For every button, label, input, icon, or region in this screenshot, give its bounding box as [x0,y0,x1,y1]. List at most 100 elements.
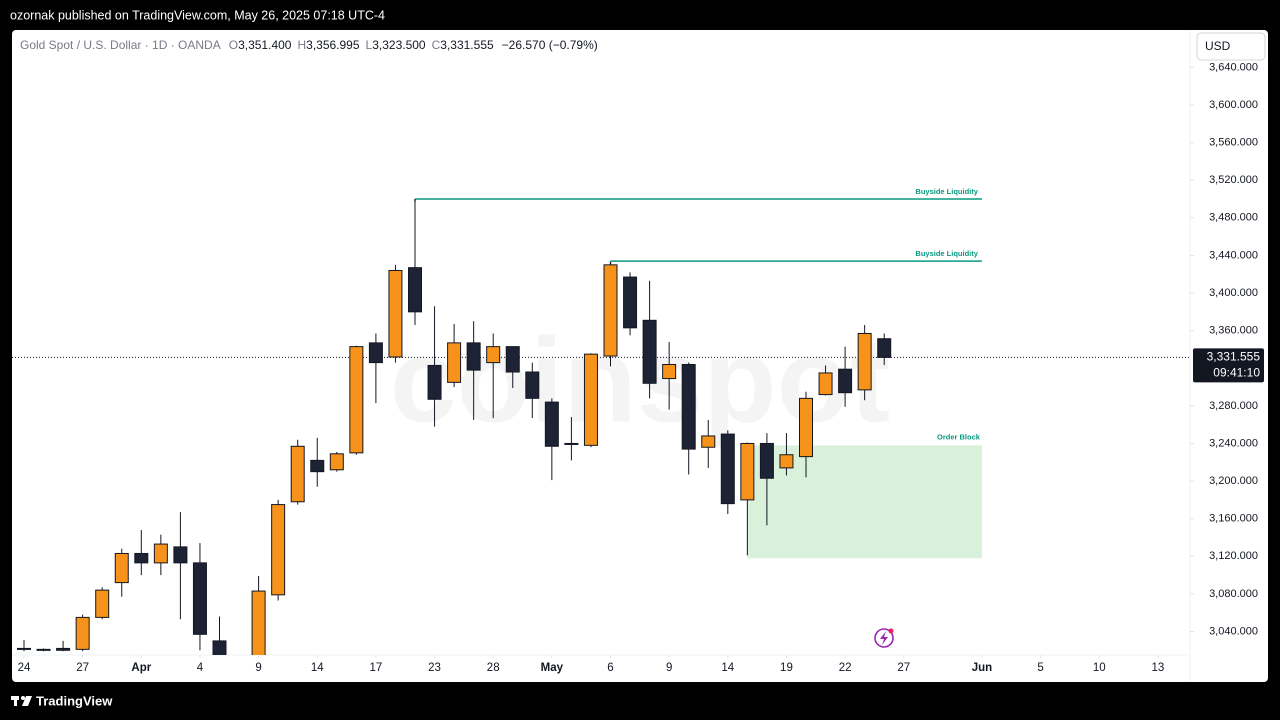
y-tick-label: 3,280.000 [1209,400,1258,412]
candle-body [310,459,325,473]
y-tick-label: 3,200.000 [1209,475,1258,487]
candle-body [36,648,51,651]
x-tick-label: 27 [897,662,910,674]
y-tick-label: 3,160.000 [1209,513,1258,525]
x-tick-label: Apr [131,662,151,674]
candle-body [212,640,227,655]
x-tick-label: 17 [370,662,383,674]
x-tick-label: 14 [721,662,734,674]
symbol-legend: Gold Spot / U.S. Dollar · 1D · OANDA O3,3… [20,38,598,52]
y-tick-label: 3,560.000 [1209,137,1258,149]
candle-body [134,552,149,564]
candle-body [290,445,305,503]
candle-body [681,363,696,450]
ohlc-prefix: O [229,38,238,52]
symbol-name: Gold Spot / U.S. Dollar · 1D · OANDA [20,38,221,52]
candle-body [447,342,462,383]
y-tick-label: 3,080.000 [1209,588,1258,600]
candle-body [114,552,129,584]
x-tick-label: May [541,662,564,674]
x-tick-label: 14 [311,662,324,674]
candle-body [759,442,774,479]
liquidity-label: Buyside Liquidity [915,187,978,196]
watermark: coinspot [390,314,890,448]
x-tick-label: 6 [607,662,613,674]
publish-header: ozornak published on TradingView.com, Ma… [10,8,385,22]
y-tick-label: 3,400.000 [1209,287,1258,299]
candle-body [95,589,110,618]
y-tick-label: 3,520.000 [1209,174,1258,186]
x-tick-label: 4 [197,662,204,674]
y-tick-label: 3,480.000 [1209,212,1258,224]
candle-body [349,346,364,454]
candle-body [192,562,207,635]
candle-body [173,546,188,564]
candle-body [486,346,501,364]
x-tick-label: 13 [1152,662,1165,674]
ohlc-value: 3,351.400 [238,38,292,52]
candle-body [56,647,71,651]
x-tick-label: Jun [972,662,992,674]
lightning-icon [874,628,894,648]
candle-body [75,616,90,650]
ohlc-value: 3,356.995 [306,38,360,52]
ohlc-prefix: L [366,38,373,52]
x-tick-label: 10 [1093,662,1106,674]
candle-body [799,397,813,458]
x-tick-label: 22 [839,662,852,674]
candle-body [720,433,735,505]
x-tick-label: 27 [76,662,89,674]
candle-body [427,364,442,400]
footer-brand: TradingView [36,693,113,708]
y-tick-label: 3,360.000 [1209,325,1258,337]
x-tick-label: 5 [1037,662,1043,674]
candle-body [877,338,892,358]
candle-body [603,264,618,357]
candle-body [623,276,638,329]
candle-body [525,371,540,399]
candle-body [662,363,677,380]
y-tick-label: 3,240.000 [1209,437,1258,449]
countdown-label: 09:41:10 [1213,366,1260,380]
candle-body [564,442,579,445]
candle-body [153,543,168,564]
candle-body [583,353,598,446]
liquidity-label: Buyside Liquidity [915,249,978,258]
overlay: Buyside Liquidity Buyside Liquidity Order … [915,187,980,441]
x-tick-label: 23 [428,662,441,674]
x-tick-label: 24 [18,662,31,674]
order-block-label: Order Block [937,432,981,441]
candle-body [544,401,559,447]
y-tick-label: 3,640.000 [1209,61,1258,73]
tradingview-logo [11,696,32,706]
y-tick-label: 3,040.000 [1209,625,1258,637]
currency-label[interactable]: USD [1205,39,1231,53]
ohlc-value: 3,323.500 [372,38,426,52]
candle-body [388,269,403,358]
candle-body [701,435,716,448]
x-tick-label: 9 [255,662,261,674]
candle-body [329,453,344,471]
candle-body [368,342,383,364]
last-price-label: 3,331.555 [1207,350,1261,364]
y-tick-label: 3,440.000 [1209,249,1258,261]
candle-body [271,504,286,596]
y-tick-label: 3,600.000 [1209,99,1258,111]
candle-body [818,372,833,396]
last-price-badge [1193,348,1264,383]
candle-body [505,346,520,373]
candle-body [466,342,481,371]
x-tick-label: 19 [780,662,793,674]
candle-body [740,442,755,501]
candle-body [408,267,422,313]
ohlc-prefix: C [432,38,441,52]
candle-body [251,590,266,655]
x-tick-label: 9 [666,662,672,674]
candle-body [857,332,872,391]
plot-area [12,198,1190,655]
candle-body [642,319,657,384]
change-value: −26.570 (−0.79%) [502,38,598,52]
currency-button[interactable] [1196,32,1266,61]
